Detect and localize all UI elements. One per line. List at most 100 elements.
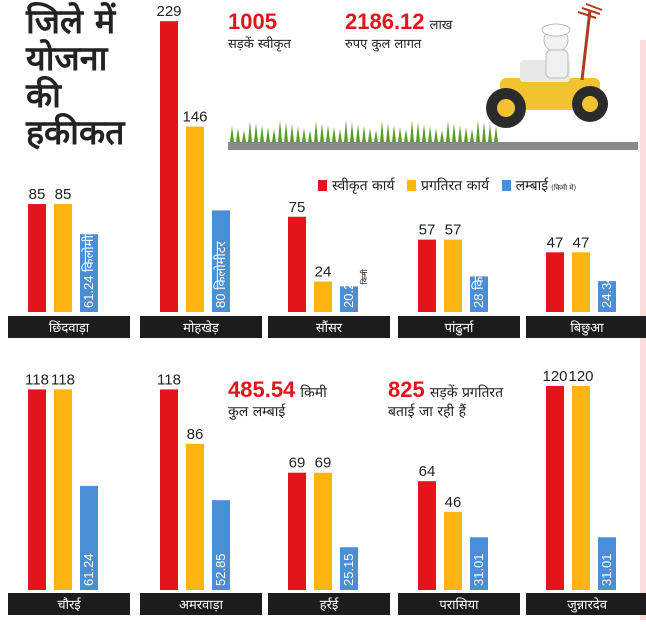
grass-tuft [488,124,492,142]
district-label-bg [398,316,520,338]
grass-tuft [404,129,408,142]
bar-groups: 85 85 61.24 किलोमीटर छिंदवाड़ा 229 146 80 किलो… [8,3,646,615]
group-10: 120 120 31.01 जुन्नारदेव [526,368,646,615]
grass-tuft [284,122,288,142]
district-label-bg [398,593,520,615]
grass-tuft [296,126,300,142]
bar-approved [28,389,46,590]
bar-in_progress [54,389,72,590]
bar-approved [546,386,564,590]
bar-in_progress [314,472,332,590]
stat-roads-approved: 1005 सड़कें स्वीकृत [228,9,291,53]
district-label: हर्रई [320,597,340,613]
total-cost-label: रुपए कुल लागत [345,37,422,52]
bar-length [340,547,358,590]
legend-label-approved: स्वीकृत कार्य [332,178,395,194]
bar-approved [546,252,564,312]
district-label: अमरवाड़ा [179,598,224,613]
stat-in-progress: 825 सड़कें प्रगतिरत बताई जा रही हैं [388,378,548,421]
bar-in_progress [444,239,462,312]
bar-value-label: 64 [419,463,436,480]
bar-value-label: 118 [51,371,75,388]
grass-tuft [452,123,456,142]
grass-tuft [428,126,432,142]
group-5: 47 47 24.34 बिछुआ [526,234,646,338]
grass-tuft [242,130,246,142]
legend: स्वीकृत कार्य प्रगतिरत कार्य लम्बाई (किमी… [318,176,584,195]
grass-tuft [290,124,294,142]
grass-tuft [380,121,384,142]
district-label: छिंदवाड़ा [49,320,90,336]
grass-tuft [248,121,252,142]
bar-value-label: 69 [289,455,306,472]
grass-tuft [464,127,468,142]
legend-label-in-progress: प्रगतिरत कार्य [421,178,490,194]
legend-item-length: लम्बाई (किमी में) [501,176,576,195]
grass-tuft [302,128,306,142]
legend-label-length: लम्बाई [515,178,549,194]
bar-approved [418,481,436,590]
bar-value-label: 46 [445,494,462,511]
district-label-bg [268,316,390,338]
grass-tuft [398,127,402,142]
bar-length [80,485,98,590]
district-label: बिछुआ [570,320,604,336]
grass-tuft [308,130,312,142]
headline-line-4: हकीकत [26,113,125,153]
bar-length [212,500,230,590]
district-label: परासिया [439,597,479,613]
bar-value-label: 120 [542,368,567,385]
tractor-icon [486,3,608,128]
grass-tuft [440,130,444,142]
grass-tuft [476,120,480,142]
total-cost-unit: लाख [429,18,453,33]
total-cost-value: 2186.12 [345,9,425,34]
headline: जिले में योजना की हकीकत [26,4,146,152]
length-value-label: 28 किमी [471,265,486,308]
total-length-label: कुल लम्बाई [228,404,286,420]
grass-tuft [320,123,324,142]
stat-total-cost: 2186.12 लाख रुपए कुल लागत [345,9,453,53]
grass-tuft [326,125,330,142]
bar-approved [288,472,306,590]
in-progress-text-1: सड़कें प्रगतिरत [429,385,504,401]
bar-value-label: 86 [187,426,204,443]
legend-swatch-in-progress [407,180,416,191]
district-label: चौरई [57,597,81,613]
grass-tuft [434,128,438,142]
group-7: 118 86 52.85 अमरवाड़ा [140,371,262,615]
length-value-label: 20.20 [341,275,356,308]
grass-tuft [458,125,462,142]
bar-value-label: 69 [315,455,332,472]
roads-approved-value: 1005 [228,9,277,34]
district-label: मोहखेड़ [183,320,220,336]
in-progress-value: 825 [388,377,425,402]
grass-tuft [410,120,414,142]
bar-value-label: 47 [573,234,590,251]
bar-value-label: 85 [29,186,46,203]
grass-tuft [494,126,498,142]
in-progress-text-2: बताई जा रही हैं [388,404,467,420]
grass-tuft [392,125,396,142]
grass-tuft [386,123,390,142]
district-label: पांढुर्ना [445,320,475,336]
group-4: 57 57 28 किमी पांढुर्ना [398,222,520,338]
bar-approved [28,204,46,312]
grass-tuft [482,122,486,142]
bar-length [340,286,358,312]
length-value-label: 61.24 किलोमीटर [81,223,96,308]
length-value-label: 31.01 [599,553,614,586]
district-label: जुन्नारदेव [567,597,608,613]
district-label-bg [8,593,130,615]
bar-value-label: 57 [419,222,436,239]
group-3: 75 24 20.20 किमी सौंसर [268,199,390,338]
district-label-bg [268,593,390,615]
bar-length [80,234,98,312]
grass-tuft [344,120,348,142]
group-1: 85 85 61.24 किलोमीटर छिंदवाड़ा [8,186,130,338]
bar-length [212,210,230,312]
grass-tuft [416,122,420,142]
length-unit-label: किमी [359,268,369,284]
